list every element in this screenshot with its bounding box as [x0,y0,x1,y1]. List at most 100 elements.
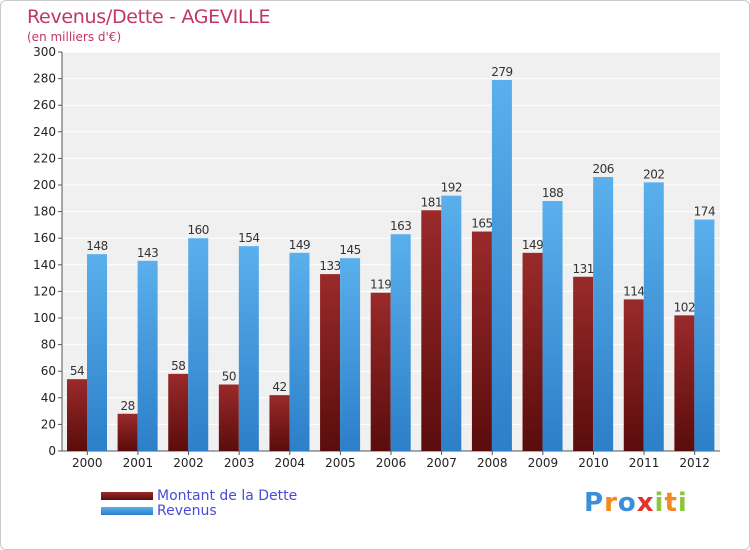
legend-swatch-debt [101,491,153,500]
data-label-debt: 42 [272,380,286,394]
chart-subtitle: (en milliers d'€) [27,30,122,44]
bar-revenue [87,254,107,451]
x-tick-label: 2009 [528,456,559,470]
y-tick-label: 220 [33,151,56,165]
x-tick-label: 2002 [173,456,204,470]
x-tick-label: 2001 [123,456,154,470]
data-label-revenue: 206 [592,162,613,176]
x-tick-label: 2011 [629,456,660,470]
bar-debt [623,299,644,451]
data-label-revenue: 188 [542,186,563,200]
data-label-debt: 181 [421,195,442,209]
y-tick-label: 40 [41,391,56,405]
data-label-debt: 133 [319,259,340,273]
bar-revenue [289,252,310,451]
y-tick-label: 0 [48,444,56,458]
bar-debt [421,210,442,451]
data-label-debt: 149 [522,238,543,252]
bar-revenue [340,258,361,451]
y-tick-label: 20 [41,417,56,431]
data-label-debt: 50 [222,370,236,384]
y-tick-label: 240 [33,125,56,139]
data-label-revenue: 148 [86,239,107,253]
data-label-revenue: 160 [188,223,209,237]
y-tick-label: 260 [33,98,56,112]
data-label-debt: 114 [623,284,644,298]
bar-debt [573,276,594,451]
y-tick-label: 280 [33,72,56,86]
bar-revenue [441,195,462,451]
bar-revenue [694,219,715,451]
bar-revenue [542,200,563,451]
data-label-revenue: 149 [289,238,310,252]
data-label-revenue: 174 [694,205,715,219]
y-tick-label: 60 [41,364,56,378]
legend: Montant de la Dette Revenus [101,487,298,519]
data-label-revenue: 145 [339,243,360,257]
bar-debt [674,315,695,451]
y-tick-label: 140 [33,258,56,272]
data-label-debt: 54 [70,364,84,378]
data-label-debt: 58 [171,359,185,373]
bar-debt [269,395,290,451]
bar-debt [218,384,239,451]
data-label-debt: 165 [471,217,492,231]
bar-debt [320,274,341,451]
x-tick-label: 2006 [376,456,407,470]
bar-debt [471,231,492,451]
data-label-debt: 28 [120,399,134,413]
y-tick-label: 120 [33,284,56,298]
y-tick-label: 80 [41,338,56,352]
x-tick-label: 2004 [274,456,305,470]
data-label-debt: 119 [370,278,391,292]
logo-letter: x [636,488,655,518]
bar-revenue [137,260,158,451]
bar-debt [168,373,189,451]
x-tick-label: 2008 [477,456,508,470]
legend-item-debt: Montant de la Dette [101,487,298,504]
logo-letter: i [677,488,688,518]
y-tick-label: 180 [33,205,56,219]
x-tick-label: 2003 [224,456,255,470]
logo-letter: i [654,488,665,518]
data-label-revenue: 163 [390,219,411,233]
bar-revenue [390,234,411,451]
data-label-revenue: 143 [137,246,158,260]
data-label-debt: 131 [572,262,593,276]
logo-letter: t [664,488,678,518]
x-tick-label: 2007 [426,456,457,470]
y-tick-label: 300 [33,45,56,59]
data-label-revenue: 154 [238,231,259,245]
logo-letter: P [584,488,605,518]
x-tick-label: 2005 [325,456,356,470]
x-tick-label: 2010 [578,456,609,470]
bar-debt [117,413,138,451]
bar-revenue [238,246,259,451]
chart-title: Revenus/Dette - AGEVILLE [27,6,271,28]
legend-label-debt: Montant de la Dette [157,487,298,504]
data-label-revenue: 279 [491,65,512,79]
bar-debt [370,292,391,451]
y-tick-label: 160 [33,231,56,245]
bar-revenue [188,238,209,451]
data-label-revenue: 192 [441,181,462,195]
legend-item-revenue: Revenus [101,502,297,519]
y-tick-label: 200 [33,178,56,192]
x-tick-label: 2012 [679,456,710,470]
logo-letter: r [604,488,618,518]
bar-debt [67,379,87,451]
data-label-revenue: 202 [643,167,664,181]
proxiti-logo: Proxiti [584,488,688,518]
data-label-debt: 102 [674,300,695,314]
bar-revenue [643,182,664,451]
legend-label-revenue: Revenus [157,502,217,519]
bar-debt [522,252,543,451]
y-tick-label: 100 [33,311,56,325]
legend-swatch-revenue [101,506,153,515]
bar-revenue [491,79,512,452]
x-tick-label: 2000 [72,456,103,470]
bar-revenue [593,177,614,451]
logo-letter: o [617,488,637,518]
